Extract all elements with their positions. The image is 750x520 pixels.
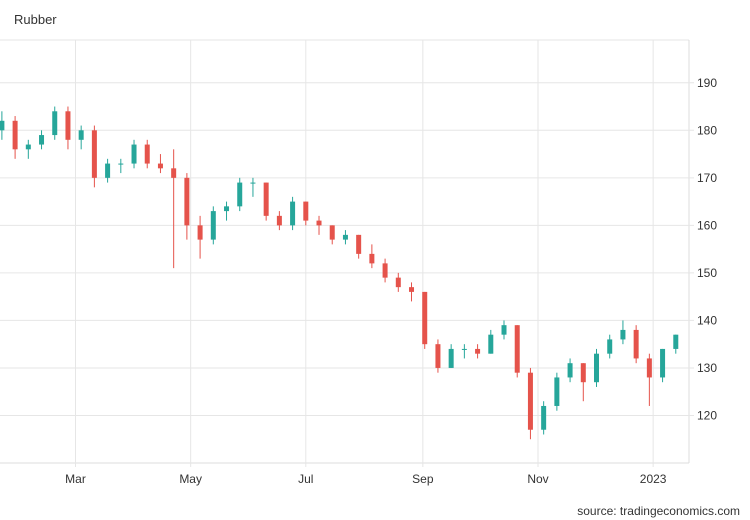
candle-body-down: [276, 215, 282, 226]
x-tick-label: Nov: [527, 472, 548, 486]
candle-body-up: [620, 329, 626, 340]
candle-body-down: [475, 348, 481, 354]
candle-body-down: [356, 234, 362, 254]
candle-body-down: [395, 277, 401, 288]
y-tick-label: 160: [697, 218, 717, 232]
y-tick-label: 130: [697, 361, 717, 375]
candle-body-down: [514, 325, 520, 373]
y-tick-label: 120: [697, 408, 717, 422]
candle-body-up: [39, 135, 45, 145]
candle-body-down: [171, 168, 177, 178]
candle-body-down: [197, 225, 203, 240]
candle-body-down: [646, 358, 652, 378]
candle-body-down: [12, 120, 18, 150]
x-tick-label: Sep: [412, 472, 434, 486]
candle-body-up: [541, 405, 547, 430]
candle-body-up: [342, 234, 348, 240]
candle-body-up: [488, 334, 494, 354]
candle-body-down: [91, 130, 97, 178]
y-tick-label: 150: [697, 266, 717, 280]
candle-body-down: [422, 291, 428, 345]
candle-body-up: [131, 144, 137, 164]
candle-body-down: [409, 287, 415, 292]
candle-body-down: [369, 253, 375, 264]
candle-body-up: [594, 353, 600, 383]
y-tick-label: 190: [697, 76, 717, 90]
candle-body-up: [210, 211, 216, 240]
candle-body-up: [52, 111, 58, 136]
candle-body-up: [118, 163, 124, 165]
candle-body-down: [580, 363, 586, 383]
candle-body-up: [25, 144, 31, 150]
candle-body-down: [184, 177, 190, 226]
candle-body-down: [527, 372, 533, 430]
candle-body-up: [554, 377, 560, 406]
candle-body-down: [144, 144, 150, 164]
candle-body-up: [501, 325, 507, 335]
candle-body-down: [65, 111, 71, 140]
candle-body-up: [607, 339, 613, 354]
candle-body-up: [237, 182, 243, 207]
candle-body-up: [105, 163, 111, 178]
candle-body-down: [329, 225, 335, 240]
candle-body-up: [250, 182, 256, 184]
candle-body-down: [157, 163, 163, 169]
y-tick-label: 180: [697, 123, 717, 137]
y-tick-label: 140: [697, 313, 717, 327]
candle-body-up: [461, 348, 467, 350]
candle-body-down: [263, 182, 269, 216]
x-tick-label: 2023: [640, 472, 667, 486]
candle-body-up: [224, 206, 230, 212]
candle-body-up: [567, 363, 573, 378]
x-tick-label: Mar: [65, 472, 86, 486]
y-tick-label: 170: [697, 171, 717, 185]
chart-title: Rubber: [14, 12, 57, 27]
candle-body-up: [78, 130, 84, 140]
candle-body-up: [0, 120, 5, 131]
candle-body-down: [316, 220, 322, 226]
candle-body-down: [435, 344, 441, 368]
x-tick-label: May: [179, 472, 202, 486]
candle-body-down: [633, 329, 639, 359]
candle-body-down: [303, 201, 309, 221]
candle-body-up: [290, 201, 296, 226]
source-label: source: tradingeconomics.com: [577, 504, 740, 518]
x-tick-label: Jul: [298, 472, 313, 486]
candle-body-up: [673, 334, 679, 349]
candle-body-up: [448, 348, 454, 368]
candle-body-up: [660, 348, 666, 378]
candle-body-down: [382, 263, 388, 278]
